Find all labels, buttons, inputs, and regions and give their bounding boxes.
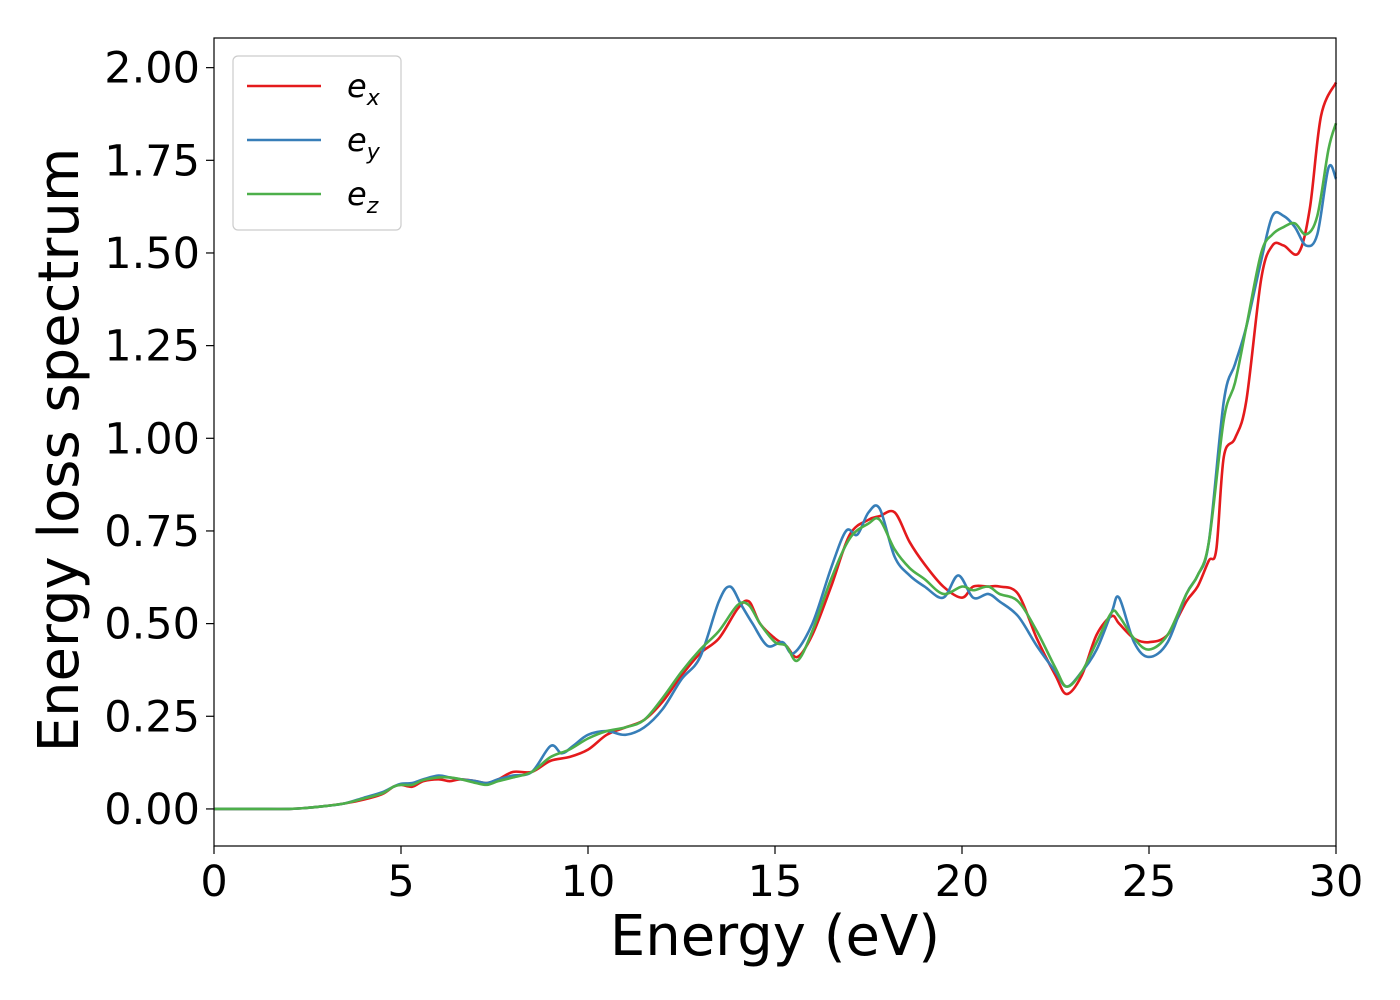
x-axis-ticks: 0 5 10 15 20 25 30	[200, 846, 1363, 907]
y-tick-label: 0.50	[104, 600, 200, 650]
x-tick-label: 20	[935, 857, 990, 907]
series-line-y	[214, 163, 1338, 811]
y-axis-ticks: 0.00 0.25 0.50 0.75 1.00 1.25 1.50 1.75 2.00	[104, 44, 214, 835]
legend-label-subscript: z	[366, 194, 379, 219]
x-tick-label: 15	[748, 857, 803, 907]
y-tick-label: 1.75	[104, 136, 200, 186]
legend-label-z: ez	[347, 175, 379, 219]
x-tick-label: 30	[1309, 857, 1364, 907]
legend-label-base: e	[347, 175, 367, 213]
legend-label-subscript: y	[366, 140, 381, 165]
series-line-z	[214, 122, 1338, 811]
plot-frame	[213, 37, 1337, 847]
legend-label-base: e	[347, 121, 367, 159]
legend-label-base: e	[347, 67, 367, 105]
y-tick-label: 1.25	[104, 322, 200, 372]
x-tick-label: 25	[1122, 857, 1177, 907]
y-tick-label: 2.00	[104, 44, 200, 94]
y-tick-label: 1.50	[104, 229, 200, 279]
legend-label-x: ex	[347, 67, 381, 111]
x-tick-label: 0	[200, 857, 227, 907]
y-tick-label: 1.00	[104, 414, 200, 464]
y-tick-label: 0.25	[104, 692, 200, 742]
legend-label-y: ey	[347, 121, 381, 165]
series-line-x	[214, 81, 1338, 811]
y-axis-label: Energy loss spectrum	[27, 148, 92, 753]
legend-label-subscript: x	[366, 86, 381, 111]
y-tick-label: 0.75	[104, 507, 200, 557]
x-axis-label: Energy (eV)	[610, 904, 940, 969]
y-tick-label: 0.00	[104, 785, 200, 835]
series-lines	[214, 81, 1338, 811]
x-tick-label: 10	[561, 857, 616, 907]
x-tick-label: 5	[387, 857, 414, 907]
legend-box	[232, 55, 402, 231]
